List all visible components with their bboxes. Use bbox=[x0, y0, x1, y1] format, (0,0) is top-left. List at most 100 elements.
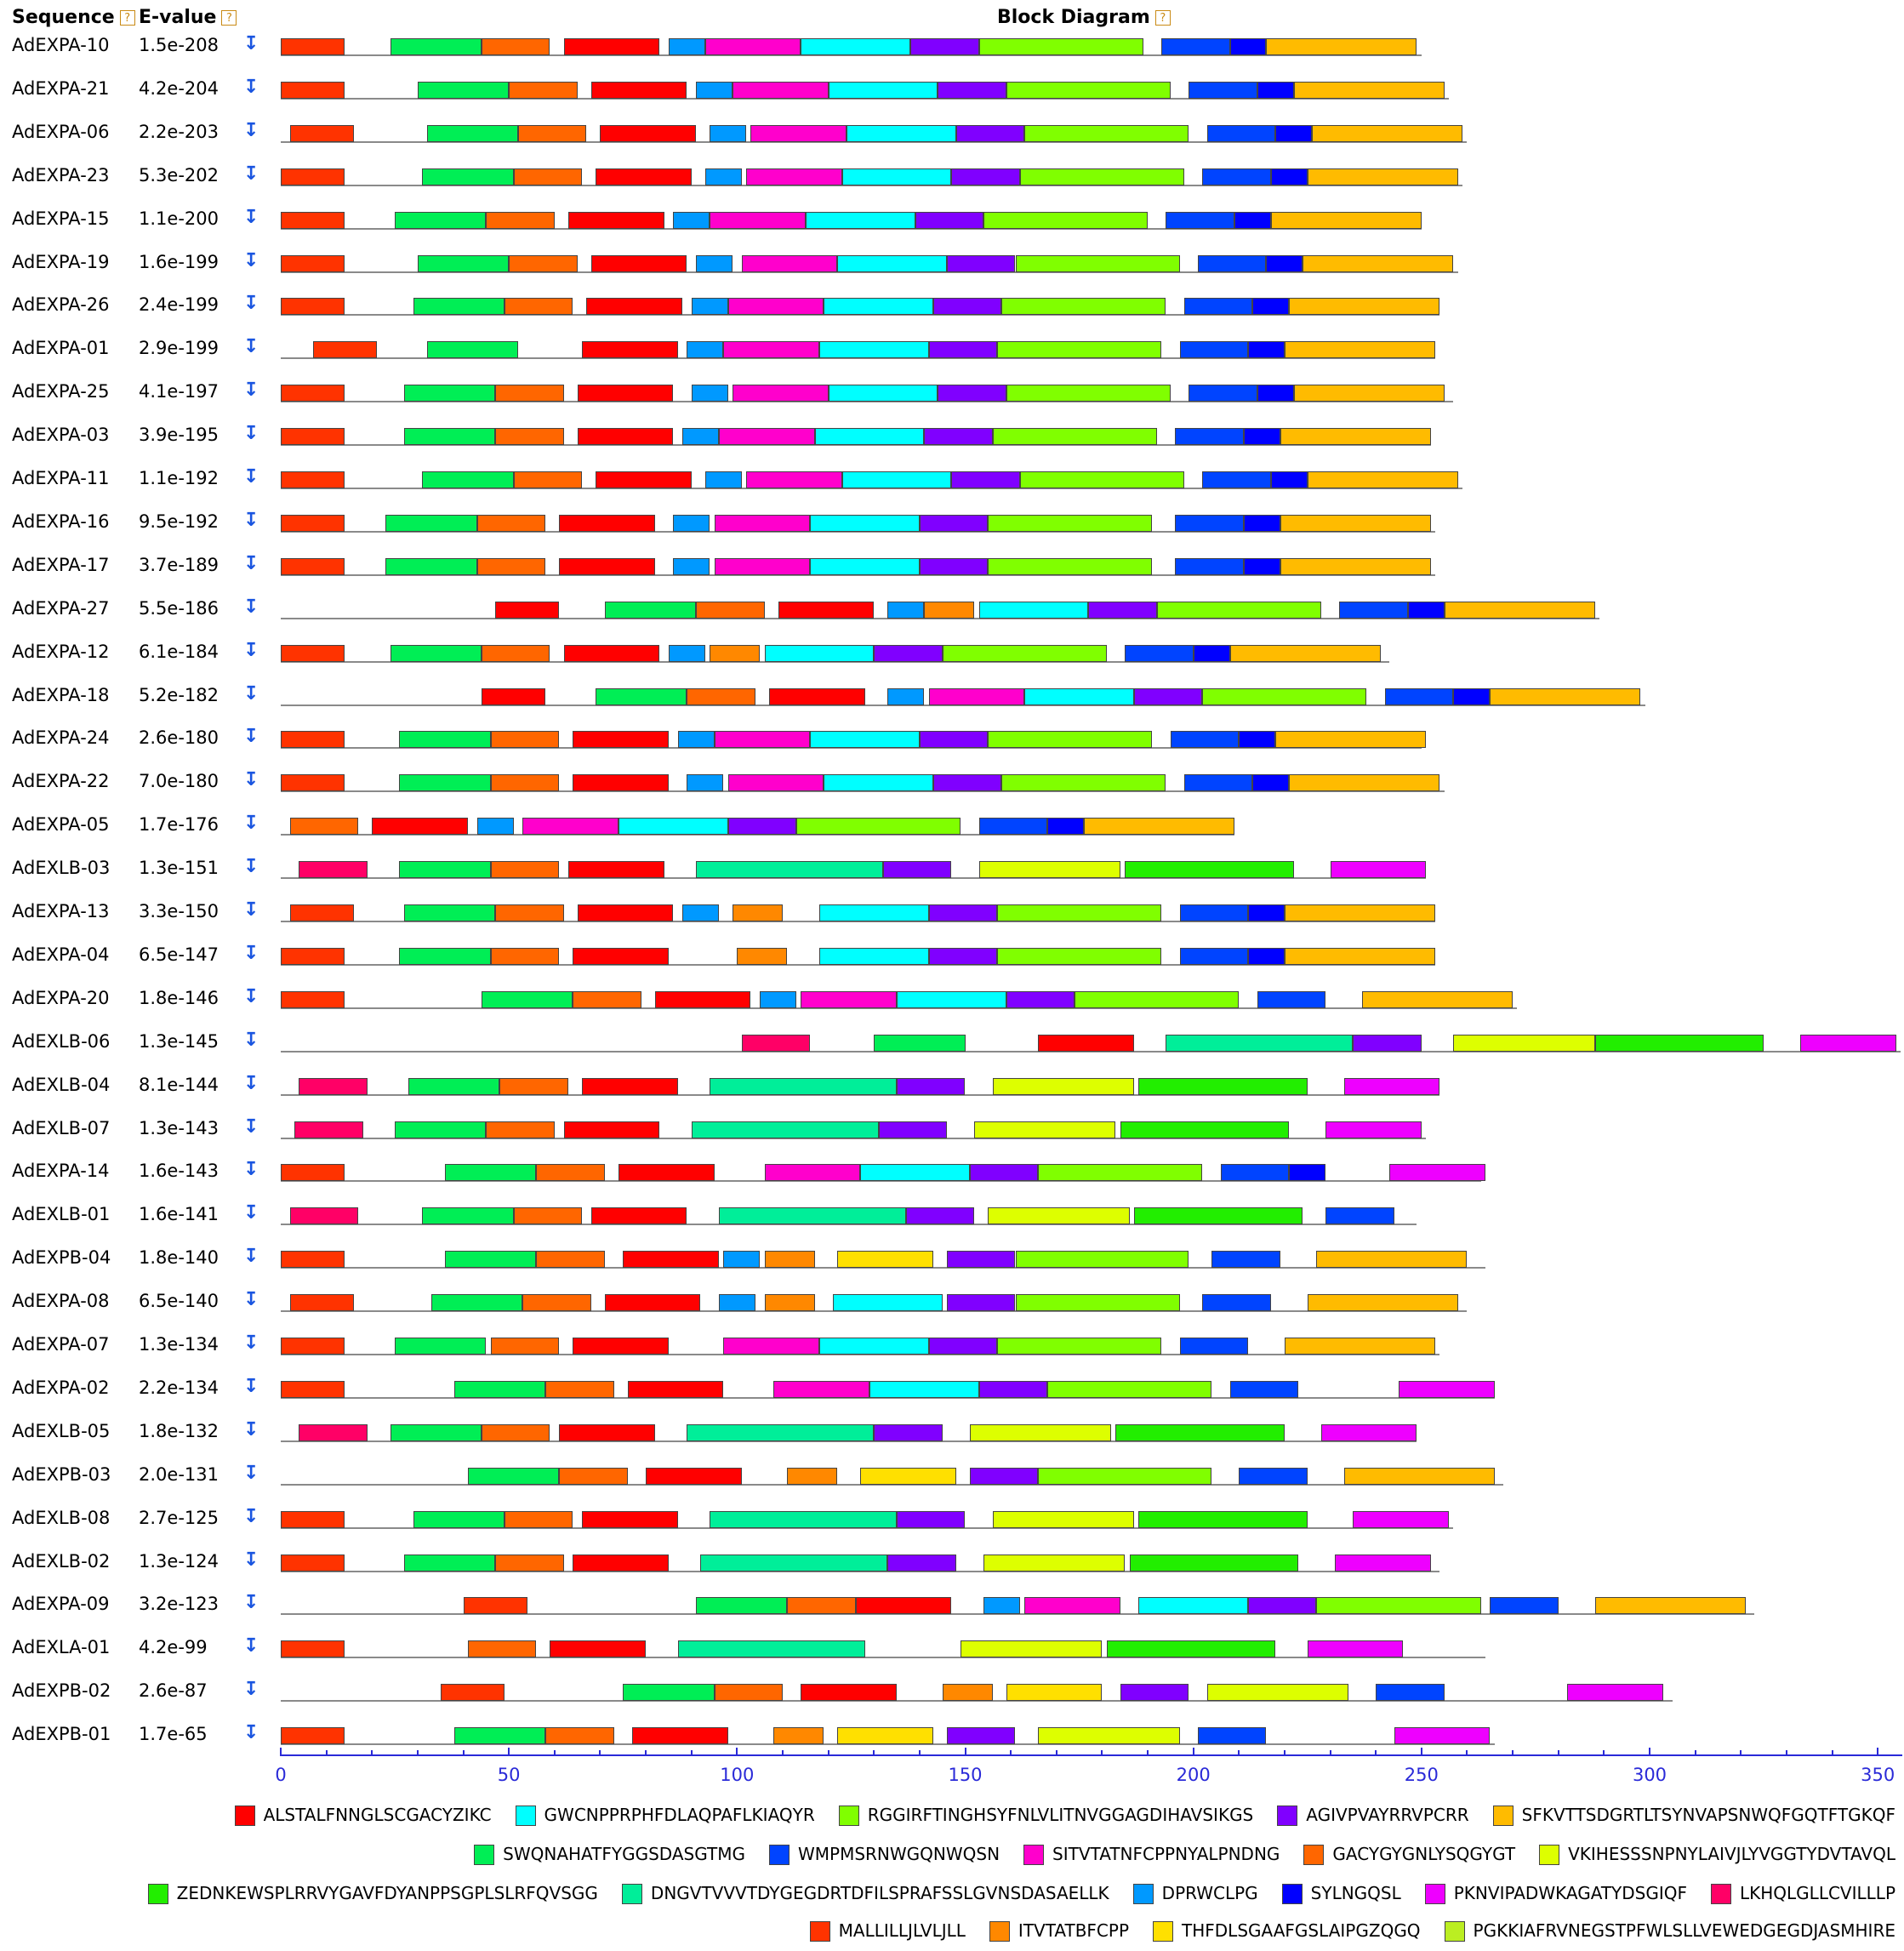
motif-block-m8[interactable] bbox=[773, 1380, 869, 1398]
download-arrow-icon[interactable]: ↧ bbox=[243, 899, 259, 921]
motif-block-m7[interactable] bbox=[1202, 1294, 1271, 1312]
motif-block-m2[interactable] bbox=[978, 601, 1089, 619]
motif-block-m10[interactable] bbox=[961, 1640, 1103, 1658]
motif-block-m1[interactable] bbox=[586, 298, 682, 316]
motif-block-m1[interactable] bbox=[581, 1510, 678, 1528]
motif-block-m7[interactable] bbox=[978, 818, 1048, 836]
motif-block-m3[interactable] bbox=[983, 211, 1149, 229]
motif-block-m9[interactable] bbox=[513, 168, 582, 185]
motif-block-m14[interactable] bbox=[1243, 428, 1280, 446]
motif-block-m1[interactable] bbox=[567, 211, 664, 229]
motif-block-m3[interactable] bbox=[1019, 471, 1184, 488]
download-arrow-icon[interactable]: ↧ bbox=[243, 682, 259, 705]
motif-block-m1[interactable] bbox=[590, 1207, 687, 1225]
motif-block-m2[interactable] bbox=[810, 557, 920, 575]
motif-block-m17[interactable] bbox=[281, 947, 345, 965]
motif-block-m13[interactable] bbox=[710, 124, 747, 142]
download-arrow-icon[interactable]: ↧ bbox=[243, 1592, 259, 1614]
motif-block-m11[interactable] bbox=[1125, 861, 1294, 879]
motif-block-m4[interactable] bbox=[919, 557, 989, 575]
motif-block-m3[interactable] bbox=[1202, 687, 1367, 705]
motif-block-m6[interactable] bbox=[623, 1684, 715, 1702]
motif-block-m9[interactable] bbox=[499, 1077, 568, 1095]
motif-block-m13[interactable] bbox=[704, 471, 742, 488]
download-arrow-icon[interactable]: ↧ bbox=[243, 1246, 259, 1268]
motif-block-m12[interactable] bbox=[691, 1121, 879, 1138]
motif-block-m4[interactable] bbox=[1353, 1034, 1422, 1052]
motif-block-m13[interactable] bbox=[476, 818, 514, 836]
motif-block-m15[interactable] bbox=[1353, 1510, 1450, 1528]
motif-block-m14[interactable] bbox=[1252, 298, 1290, 316]
motif-block-m3[interactable] bbox=[942, 644, 1107, 662]
motif-block-m7[interactable] bbox=[1183, 774, 1253, 792]
motif-block-m4[interactable] bbox=[969, 1467, 1039, 1485]
motif-block-m7[interactable] bbox=[1170, 731, 1240, 749]
motif-block-m13[interactable] bbox=[673, 211, 710, 229]
motif-block-m1[interactable] bbox=[573, 947, 669, 965]
motif-block-m1[interactable] bbox=[577, 385, 674, 402]
motif-block-m2[interactable] bbox=[837, 254, 948, 272]
motif-block-m10[interactable] bbox=[974, 1121, 1116, 1138]
motif-block-m4[interactable] bbox=[1088, 601, 1157, 619]
motif-block-m4[interactable] bbox=[947, 1727, 1016, 1745]
motif-block-m12[interactable] bbox=[696, 861, 883, 879]
motif-block-m15[interactable] bbox=[1567, 1684, 1664, 1702]
motif-block-m6[interactable] bbox=[399, 774, 491, 792]
motif-block-m6[interactable] bbox=[426, 341, 518, 359]
motif-block-m6[interactable] bbox=[395, 1338, 487, 1355]
motif-block-m18[interactable] bbox=[924, 601, 975, 619]
motif-block-m17[interactable] bbox=[289, 904, 354, 921]
motif-block-m17[interactable] bbox=[289, 124, 354, 142]
download-arrow-icon[interactable]: ↧ bbox=[243, 1635, 259, 1657]
motif-block-m9[interactable] bbox=[545, 1380, 614, 1398]
motif-block-m17[interactable] bbox=[281, 774, 345, 792]
motif-block-m4[interactable] bbox=[951, 168, 1020, 185]
motif-block-m3[interactable] bbox=[1047, 1380, 1212, 1398]
motif-block-m2[interactable] bbox=[818, 1338, 929, 1355]
motif-block-m9[interactable] bbox=[545, 1727, 614, 1745]
motif-block-m1[interactable] bbox=[654, 990, 751, 1008]
motif-block-m18[interactable] bbox=[942, 1684, 993, 1702]
motif-block-m9[interactable] bbox=[495, 904, 564, 921]
motif-block-m5[interactable] bbox=[1083, 818, 1234, 836]
motif-block-m6[interactable] bbox=[390, 38, 482, 55]
motif-block-m7[interactable] bbox=[1229, 1380, 1299, 1398]
motif-block-m5[interactable] bbox=[1307, 168, 1458, 185]
download-arrow-icon[interactable]: ↧ bbox=[243, 1159, 259, 1181]
motif-block-m2[interactable] bbox=[832, 1294, 943, 1312]
download-arrow-icon[interactable]: ↧ bbox=[243, 119, 259, 141]
motif-block-m17[interactable] bbox=[281, 1727, 345, 1745]
motif-block-m15[interactable] bbox=[1334, 1554, 1431, 1572]
motif-block-m8[interactable] bbox=[704, 38, 801, 55]
motif-block-m14[interactable] bbox=[1248, 904, 1285, 921]
motif-block-m6[interactable] bbox=[453, 1727, 546, 1745]
motif-block-m4[interactable] bbox=[947, 254, 1016, 272]
motif-block-m9[interactable] bbox=[490, 1338, 560, 1355]
motif-block-m7[interactable] bbox=[1198, 1727, 1267, 1745]
motif-block-m3[interactable] bbox=[988, 557, 1153, 575]
motif-block-m13[interactable] bbox=[681, 904, 719, 921]
motif-block-m7[interactable] bbox=[1179, 1338, 1249, 1355]
motif-block-m2[interactable] bbox=[618, 818, 728, 836]
motif-block-m1[interactable] bbox=[573, 731, 669, 749]
motif-block-m14[interactable] bbox=[1243, 557, 1280, 575]
motif-block-m18[interactable] bbox=[737, 947, 788, 965]
motif-block-m1[interactable] bbox=[778, 601, 875, 619]
motif-block-m8[interactable] bbox=[746, 471, 842, 488]
download-arrow-icon[interactable]: ↧ bbox=[243, 726, 259, 748]
motif-block-m3[interactable] bbox=[796, 818, 961, 836]
motif-block-m18[interactable] bbox=[764, 1294, 815, 1312]
motif-block-m6[interactable] bbox=[422, 168, 514, 185]
motif-block-m14[interactable] bbox=[1239, 731, 1276, 749]
motif-block-m6[interactable] bbox=[445, 1164, 537, 1182]
motif-block-m8[interactable] bbox=[714, 557, 811, 575]
motif-block-m5[interactable] bbox=[1289, 298, 1440, 316]
motif-block-m9[interactable] bbox=[486, 211, 555, 229]
motif-block-m6[interactable] bbox=[385, 514, 477, 532]
motif-block-m1[interactable] bbox=[559, 557, 655, 575]
motif-block-m1[interactable] bbox=[631, 1727, 728, 1745]
motif-block-m3[interactable] bbox=[997, 1338, 1162, 1355]
download-arrow-icon[interactable]: ↧ bbox=[243, 1029, 259, 1051]
download-arrow-icon[interactable]: ↧ bbox=[243, 1375, 259, 1397]
motif-block-m2[interactable] bbox=[869, 1380, 979, 1398]
